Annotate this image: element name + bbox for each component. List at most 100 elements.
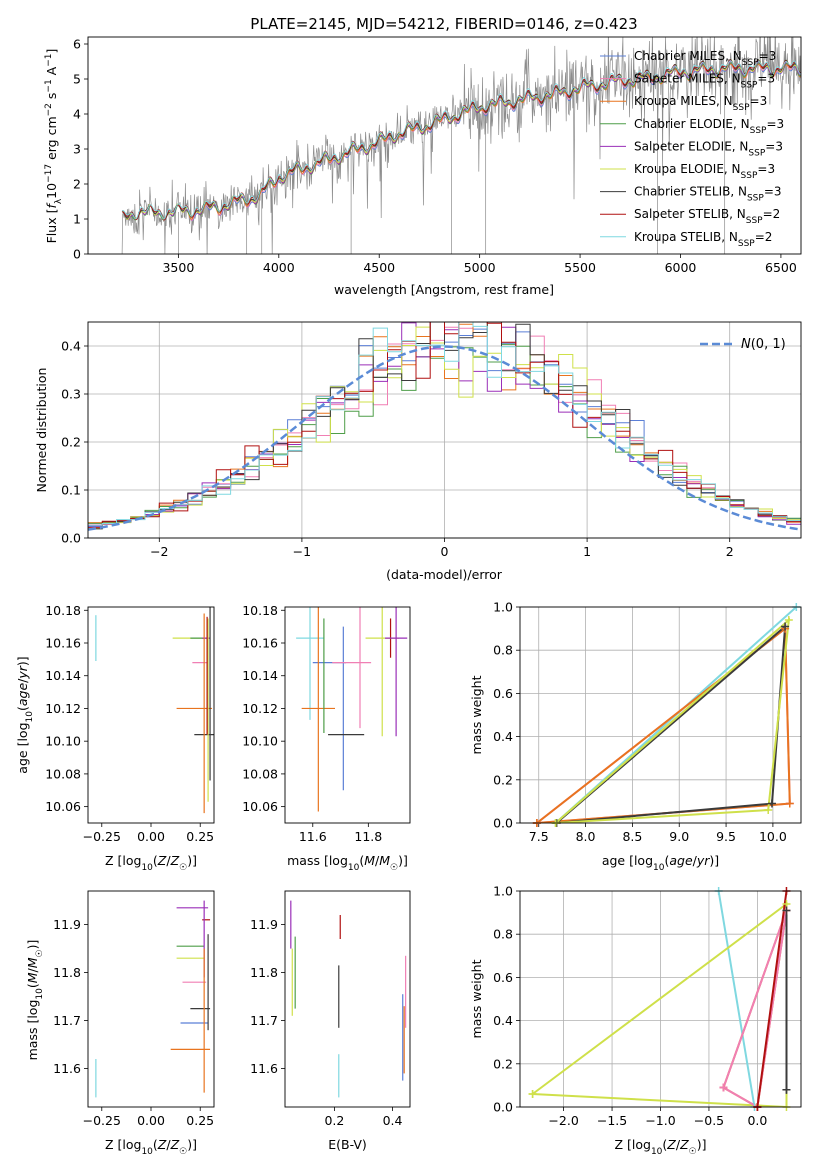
y-tick-label: 11.8 (250, 965, 278, 980)
y-tick-label: 11.7 (250, 1013, 278, 1028)
y-tick-label: 10.16 (242, 636, 278, 651)
y-tick-label: 0 (73, 247, 81, 262)
weight-marker (767, 799, 776, 808)
x-tick-label: 3500 (162, 260, 194, 275)
x-tick-label: −1.0 (645, 1113, 675, 1128)
weight-marker (785, 799, 794, 808)
axes-weight_vs_age: 7.5 8.0 8.5 9.0 9.5 10.0 0.0 0.2 0.4 0.6 0.8 1.0 age… (469, 600, 802, 873)
axes-frame (87, 890, 215, 1108)
axes-mass_vs_ebv: 0.2 0.4 11.6 11.7 11.8 11.9 E(B-V) (250, 890, 411, 1152)
y-tick-label: 1 (73, 212, 81, 227)
y-axis-label: Flux [fλ10−17 erg cm−2 s−1 A−1] (44, 49, 64, 244)
y-tick-label: 10.14 (242, 668, 278, 683)
weight-line-salp_stelib (756, 891, 788, 1107)
x-tick-label: −2 (150, 544, 168, 559)
y-tick-label: 6 (73, 37, 81, 52)
y-tick-label: 10.16 (45, 636, 81, 651)
plot-area-mass_vs_ebv (290, 900, 407, 1098)
axes-frame (284, 606, 411, 824)
x-tick-label: 0.00 (137, 829, 165, 844)
weight-line-salp_miles (722, 910, 788, 1107)
y-tick-label: 10.08 (45, 766, 81, 781)
y-tick-label: 0.6 (493, 686, 513, 701)
x-tick-label: 10.0 (759, 829, 787, 844)
y-tick-label: 10.12 (242, 701, 278, 716)
x-tick-label: 0.2 (324, 1113, 344, 1128)
weight-marker (528, 1090, 537, 1099)
normal-curve (88, 345, 801, 531)
y-tick-label: 11.9 (250, 917, 278, 932)
figure-title: PLATE=2145, MJD=54212, FIBERID=0146, z=0… (250, 15, 637, 33)
y-tick-label: 10.06 (45, 799, 81, 814)
x-tick-label: 0.4 (383, 1113, 403, 1128)
x-tick-label: 9.0 (669, 829, 689, 844)
y-tick-label: 11.6 (53, 1061, 81, 1076)
x-tick-label: −1 (293, 544, 311, 559)
y-axis-label: Normed distribution (34, 368, 49, 493)
axes-spectrum: 3500 4000 4500 5000 5500 6000 6500 0 1 2 3 4 5 6 wavel… (44, 36, 802, 297)
y-tick-label: 4 (73, 107, 81, 122)
y-tick-label: 0.2 (61, 435, 81, 450)
x-tick-label: 5000 (464, 260, 496, 275)
y-tick-label: 0.4 (493, 1013, 513, 1028)
x-tick-label: 6500 (765, 260, 797, 275)
axes-frame (519, 606, 802, 824)
axes-frame (87, 36, 802, 255)
weight-line-krou_elodie (554, 617, 791, 823)
legend-label: N(0, 1) (741, 337, 786, 352)
y-tick-label: 0.4 (61, 339, 81, 354)
x-tick-label: 7.5 (529, 829, 549, 844)
x-tick-label: 2 (726, 544, 734, 559)
x-axis-label: E(B-V) (328, 1137, 367, 1152)
x-tick-label: 5500 (564, 260, 596, 275)
y-tick-label: 0.2 (493, 1056, 513, 1071)
plot-area-mass_vs_Z (95, 900, 211, 1098)
y-tick-label: 10.12 (45, 701, 81, 716)
x-tick-label: −2.0 (548, 1113, 578, 1128)
y-tick-label: 0.2 (493, 772, 513, 787)
y-tick-label: 0.8 (493, 927, 513, 942)
axes-weight_vs_Z: −2.0 −1.5 −1.0 −0.5 0.0 0.0 0.2 0.4 0.6 0.8 1.0 Z [… (469, 884, 802, 1157)
x-tick-label: 11.8 (354, 829, 382, 844)
spectrum-legend: Chabrier MILES, NSSP=3 Salpeter MILES, NS… (600, 49, 784, 249)
x-tick-label: 1 (583, 544, 591, 559)
weight-marker (781, 622, 790, 631)
x-tick-label: 11.6 (299, 829, 327, 844)
x-tick-label: −1.5 (597, 1113, 627, 1128)
y-tick-label: 0.0 (61, 531, 81, 546)
y-tick-label: 0.8 (493, 643, 513, 658)
y-tick-label: 0.4 (493, 729, 513, 744)
x-tick-label: 0.25 (186, 1113, 214, 1128)
y-tick-label: 10.08 (242, 766, 278, 781)
axes-frame (87, 606, 215, 824)
legend-label: Kroupa MILES, NSSP=3 (634, 94, 767, 113)
legend-label: Salpeter STELIB, NSSP=2 (634, 207, 780, 226)
y-tick-label: 10.10 (242, 734, 278, 749)
y-tick-label: 10.06 (242, 799, 278, 814)
axes-residuals: −2 −1 0 1 2 0.0 0.1 0.2 0.3 0.4 (data-model)/error… (34, 321, 802, 582)
y-tick-label: 1.0 (493, 884, 513, 899)
x-tick-label: 0.25 (186, 829, 214, 844)
weight-marker (764, 806, 773, 815)
x-tick-label: 8.0 (576, 829, 596, 844)
x-tick-label: 4000 (263, 260, 295, 275)
y-axis-label: age [log10(age/yr)] (15, 656, 35, 773)
weight-line-krou_stelib (717, 891, 756, 1107)
x-tick-label: 0.0 (747, 1113, 767, 1128)
x-axis-label: Z [log10(Z/Z☉)] (105, 1137, 197, 1157)
y-tick-label: 2 (73, 177, 81, 192)
weight-marker (719, 1083, 728, 1092)
y-axis-label: mass weight (469, 675, 484, 754)
plot-area-spectrum (121, 37, 801, 254)
x-tick-label: −0.25 (83, 1113, 121, 1128)
plot-area-age_vs_Z (95, 607, 214, 814)
y-tick-label: 0.0 (493, 1100, 513, 1115)
y-tick-label: 1.0 (493, 600, 513, 615)
x-tick-label: 6000 (665, 260, 697, 275)
legend-label: Kroupa ELODIE, NSSP=3 (634, 162, 775, 181)
plot-area-weight_vs_Z (532, 891, 788, 1107)
y-tick-label: 10.18 (45, 603, 81, 618)
axes-age_vs_mass: 11.6 11.8 10.06 10.08 10.10 10.12 10.14 10.16 10… (242, 603, 411, 873)
y-tick-label: 0.1 (61, 483, 81, 498)
